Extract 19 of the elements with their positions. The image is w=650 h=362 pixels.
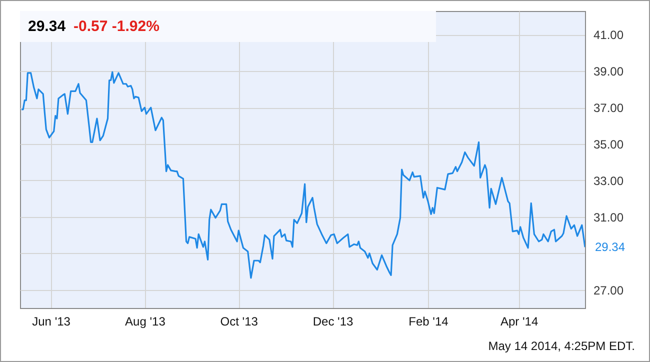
y-tick-label: 37.00 [594, 101, 624, 116]
chart-subtitle: -0.57 -1.92% [74, 18, 160, 35]
y-tick-label: 33.00 [594, 174, 624, 188]
x-tick-label: Aug '13 [125, 314, 166, 328]
y-tick-label: 39.00 [594, 64, 624, 79]
y-tick-label: 41.00 [594, 28, 624, 42]
annotation: 29.34 [595, 240, 626, 254]
chart-title: 29.34 [28, 18, 66, 35]
x-tick-label: Oct '13 [220, 314, 258, 328]
x-tick-label: Feb '14 [408, 314, 449, 328]
y-tick-label: 31.00 [594, 210, 624, 224]
text: May 14 2014, 4:25PM EDT. [488, 339, 635, 353]
line-series [20, 71, 585, 279]
x-tick-label: Dec '13 [312, 314, 354, 328]
x-tick-label: Apr '14 [500, 314, 538, 328]
header-box: 29.34 -0.57 -1.92% [20, 11, 436, 42]
x-tick-label: Jun '13 [32, 314, 71, 328]
y-tick-label: 35.00 [594, 138, 624, 152]
y-tick-label: 27.00 [594, 283, 624, 298]
